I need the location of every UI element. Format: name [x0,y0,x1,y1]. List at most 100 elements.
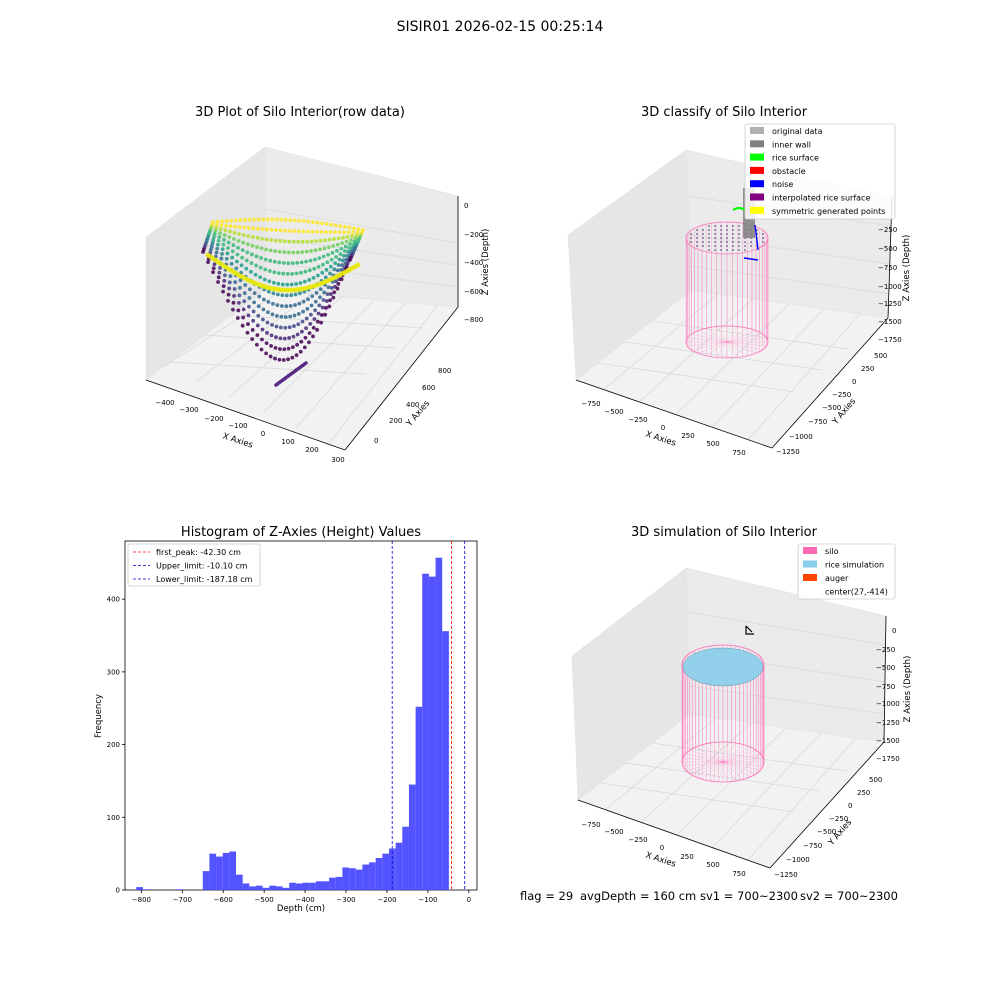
classify-ztick: −1750 [878,336,902,344]
raw-point [301,299,306,304]
raw-point [246,313,251,318]
silo-floor-line [685,761,724,771]
legend-swatch [750,166,764,174]
raw-point [350,234,354,239]
raw-point [318,238,323,243]
raw-point [232,287,237,291]
raw-point [282,239,287,244]
raw-point [301,309,305,314]
raw-point [224,223,228,228]
surface-point [750,241,752,243]
raw-point [299,329,304,334]
raw-point [318,287,323,291]
silo-floor-line [689,761,724,774]
raw-point [342,249,347,253]
raw-point [317,303,322,308]
raw-point [310,294,315,299]
raw-point [236,238,241,243]
raw-point [281,261,286,265]
raw-point [328,230,333,235]
raw-point [304,249,309,254]
silo-floor-line [726,333,763,343]
raw-point [247,217,252,222]
raw-point [266,289,271,294]
raw-point [263,267,268,272]
surface-point [750,245,752,247]
surface-point [726,229,728,231]
raw-point [300,250,305,254]
surface-point [690,237,692,239]
raw-point [239,263,244,268]
raw-point [275,292,280,297]
silo-floor-line [716,326,728,343]
raw-point [241,233,246,237]
legend-swatch [750,140,764,148]
raw-point [329,257,334,262]
raw-point [322,246,327,251]
raw-point [238,218,243,223]
raw-point [334,279,338,284]
surface-point [708,245,710,247]
raw-point [225,251,230,256]
silo-floor-line [706,341,728,356]
raw-point [209,244,214,249]
raw-point [319,230,324,234]
raw-point [311,325,316,330]
raw-point [314,291,319,295]
raw-point [237,293,242,298]
raw-point [277,260,282,265]
raw-point [262,277,267,282]
raw-point [336,236,341,241]
surface-point [696,245,698,247]
classify-y-axis-line [771,317,889,449]
raw-point [320,221,324,226]
histogram-x-tick-label: −700 [173,896,192,904]
raw-point [257,294,262,299]
raw-point [334,248,339,253]
surface-point [762,233,764,235]
raw-point [286,250,291,255]
classify-ytick: 250 [861,365,874,373]
surface-point [708,229,710,231]
silo-floor-line [722,757,764,763]
histogram-y-tick-label: 100 [107,814,120,822]
raw-point [315,220,320,225]
raw-xtick: 200 [305,446,318,454]
surface-point [762,241,764,243]
surface-point [738,245,740,247]
legend-label: rice surface [772,154,819,163]
raw-point [304,316,309,321]
raw-point [346,230,351,235]
surface-point [714,249,716,251]
surface-point [732,229,734,231]
silo-floor-line [697,330,728,343]
raw-point [296,229,301,234]
raw-point [283,228,288,233]
histogram-title: Histogram of Z-Axies (Height) Values [181,525,421,540]
surface-point [696,241,698,243]
histogram-bar [295,883,303,890]
raw-point [297,301,302,306]
raw-point [211,238,216,243]
raw-point [237,232,242,236]
raw-point [336,281,341,286]
raw-point [298,349,303,354]
raw-point [292,229,297,234]
raw-point [236,308,241,313]
silo-floor-line [718,761,724,782]
silo-floor-line [726,341,738,358]
surface-point [708,237,710,239]
classify-x-axis-line [575,379,773,449]
raw-point [323,275,328,280]
histogram-bar [428,576,436,890]
histogram-bar [422,573,429,890]
legend-label: noise [772,180,793,189]
surface-point [702,237,704,239]
simulation-ztick: −750 [876,683,895,691]
raw-point [224,219,229,223]
raw-x-axis-line [145,379,346,451]
raw-point [320,305,325,310]
surface-point [738,241,740,243]
raw-point [340,241,345,246]
raw-point [321,262,325,267]
